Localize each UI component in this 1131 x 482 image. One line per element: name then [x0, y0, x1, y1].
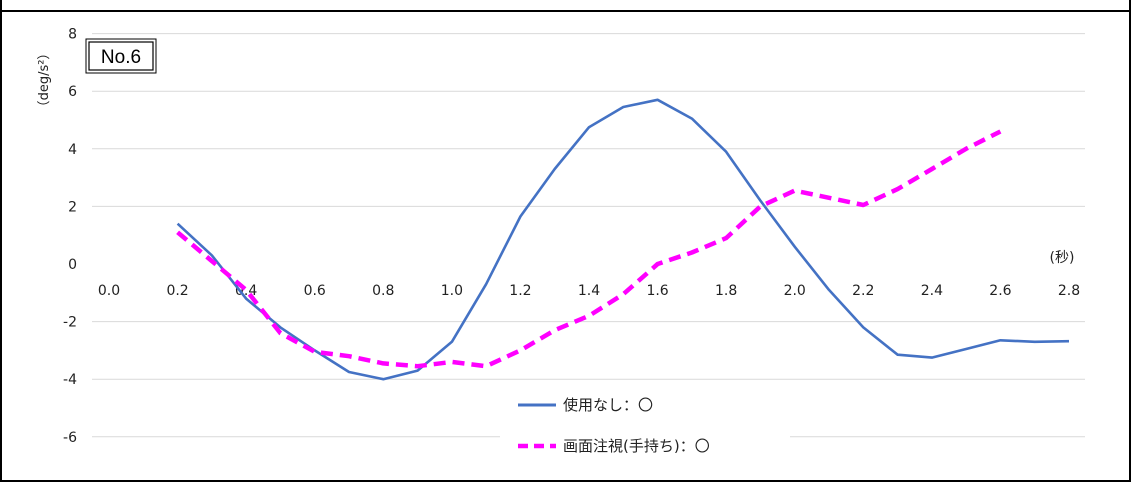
y-tick-label: 4	[68, 142, 77, 158]
x-tick-label: 1.8	[715, 283, 737, 299]
legend-label-series-1: 使用なし：〇	[563, 396, 653, 414]
x-tick-label: 0.8	[372, 283, 394, 299]
x-tick-label: 1.0	[441, 283, 463, 299]
x-tick-label: 0.2	[166, 283, 188, 299]
x-tick-label: 2.4	[921, 283, 943, 299]
series-line-1	[176, 98, 1070, 381]
x-tick-label: 2.8	[1058, 283, 1080, 299]
x-axis-unit-label: (秒)	[1050, 250, 1075, 266]
series-lines	[176, 98, 1070, 381]
x-tick-label: 1.4	[578, 283, 600, 299]
chart-badge: No.6	[85, 38, 157, 74]
top-border	[0, 0, 1131, 12]
y-tick-label: 2	[68, 199, 77, 215]
x-tick-label: 1.2	[509, 283, 531, 299]
y-tick-label: -4	[63, 372, 77, 388]
x-tick-label: 2.0	[784, 283, 806, 299]
x-tick-label: 0.0	[98, 283, 120, 299]
y-axis-label: （deg/s²）	[37, 47, 52, 114]
legend: 使用なし：〇 画面注視(手持ち)：〇	[500, 388, 790, 468]
x-tick-label: 0.6	[304, 283, 326, 299]
legend-background	[500, 388, 790, 468]
y-tick-label: 0	[68, 257, 77, 273]
series-line-2	[176, 129, 1002, 369]
y-tick-label: 8	[68, 27, 77, 43]
gridlines	[92, 33, 1085, 438]
y-tick-label: 6	[68, 84, 77, 100]
x-tick-label: 1.6	[646, 283, 668, 299]
y-tick-label: -2	[63, 315, 77, 331]
x-tick-labels: 0.0 0.2 0.4 0.6 0.8 1.0 1.2 1.4 1.6 1.8 2.0 2.2 2.4 2…	[98, 283, 1080, 299]
badge-inner-box	[88, 41, 154, 71]
y-tick-labels: -6 -4 -2 0 2 4 6 8	[63, 27, 77, 446]
badge-text: No.6	[101, 47, 141, 68]
x-tick-label: 2.2	[852, 283, 874, 299]
legend-label-series-2: 画面注視(手持ち)：〇	[563, 437, 710, 455]
y-tick-label: -6	[63, 430, 77, 446]
x-tick-label: 2.6	[989, 283, 1011, 299]
